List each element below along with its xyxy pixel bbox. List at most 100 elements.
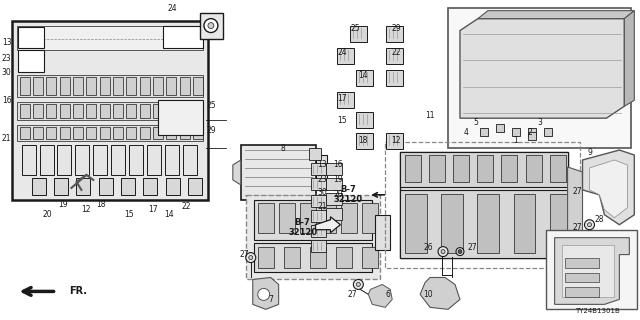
Bar xyxy=(31,178,45,195)
Bar xyxy=(100,104,109,118)
Bar xyxy=(308,148,321,160)
Bar xyxy=(99,178,113,195)
Bar xyxy=(278,203,294,233)
Bar xyxy=(86,77,96,95)
Bar xyxy=(140,77,150,95)
Text: 10: 10 xyxy=(423,290,433,299)
Bar xyxy=(387,70,403,86)
Bar xyxy=(20,77,29,95)
Bar xyxy=(126,104,136,118)
Text: 15: 15 xyxy=(338,116,348,125)
Bar xyxy=(528,128,536,136)
Bar xyxy=(400,152,568,258)
Bar xyxy=(326,163,342,175)
Bar xyxy=(284,247,300,268)
Text: 24: 24 xyxy=(338,48,348,57)
Bar xyxy=(113,77,123,95)
Circle shape xyxy=(249,256,253,260)
Bar xyxy=(337,92,355,108)
Text: 27: 27 xyxy=(348,290,357,299)
Circle shape xyxy=(584,220,595,230)
Text: 13: 13 xyxy=(317,160,327,170)
Bar xyxy=(73,127,83,139)
Bar xyxy=(147,145,161,175)
Text: 32120: 32120 xyxy=(334,195,363,204)
Bar xyxy=(310,178,326,190)
Bar xyxy=(46,127,56,139)
Text: 27: 27 xyxy=(573,223,582,232)
Circle shape xyxy=(204,19,218,33)
Text: 26: 26 xyxy=(423,243,433,252)
Bar xyxy=(310,163,326,175)
Bar xyxy=(188,178,202,195)
Bar xyxy=(54,178,68,195)
Bar xyxy=(166,77,176,95)
Bar xyxy=(387,133,403,149)
Bar xyxy=(86,127,96,139)
Text: 29: 29 xyxy=(206,126,216,135)
Bar xyxy=(550,155,566,182)
Bar xyxy=(12,20,208,200)
Text: B-7: B-7 xyxy=(294,218,310,227)
Bar xyxy=(113,127,123,139)
Text: 30: 30 xyxy=(2,68,12,77)
Bar xyxy=(153,104,163,118)
Text: 12: 12 xyxy=(392,136,401,145)
Bar xyxy=(60,77,70,95)
Bar xyxy=(33,127,43,139)
Bar xyxy=(33,104,43,118)
Bar xyxy=(20,104,29,118)
Text: TY24B1301B: TY24B1301B xyxy=(575,308,620,314)
Bar xyxy=(550,194,572,252)
Bar xyxy=(448,8,631,148)
Bar xyxy=(180,104,189,118)
Bar xyxy=(564,287,600,297)
Text: 2: 2 xyxy=(527,128,532,137)
Bar xyxy=(453,155,469,182)
Bar xyxy=(126,127,136,139)
Bar xyxy=(310,195,326,207)
Circle shape xyxy=(353,279,364,289)
Circle shape xyxy=(458,250,462,253)
Text: 19: 19 xyxy=(59,200,68,209)
Bar xyxy=(253,200,372,240)
Bar xyxy=(310,225,326,237)
Bar xyxy=(429,155,445,182)
Bar xyxy=(22,145,36,175)
Text: 19: 19 xyxy=(333,175,343,184)
Polygon shape xyxy=(589,160,627,218)
Text: 23: 23 xyxy=(317,175,327,184)
Bar xyxy=(405,155,421,182)
Bar xyxy=(356,112,373,128)
Bar xyxy=(129,145,143,175)
Bar xyxy=(60,127,70,139)
Bar xyxy=(258,247,274,268)
Bar xyxy=(400,152,568,187)
Bar xyxy=(356,133,373,149)
Bar xyxy=(400,190,568,258)
Bar xyxy=(163,26,203,49)
Bar xyxy=(326,193,342,205)
Bar xyxy=(18,51,44,72)
Circle shape xyxy=(456,248,464,256)
Bar xyxy=(564,273,600,283)
Text: 4: 4 xyxy=(463,128,468,137)
Text: 22: 22 xyxy=(392,48,401,57)
Bar xyxy=(258,203,274,233)
Bar xyxy=(143,178,157,195)
Text: 17: 17 xyxy=(338,94,348,103)
Text: 24: 24 xyxy=(167,4,177,13)
Bar xyxy=(341,203,357,233)
Bar xyxy=(316,155,328,190)
Polygon shape xyxy=(420,277,460,309)
Text: 11: 11 xyxy=(426,111,435,120)
Polygon shape xyxy=(253,277,278,309)
Bar xyxy=(58,145,72,175)
Text: 27: 27 xyxy=(573,188,582,196)
Text: 23: 23 xyxy=(2,54,12,63)
Text: 29: 29 xyxy=(392,24,401,33)
Bar xyxy=(73,77,83,95)
Bar xyxy=(246,195,380,279)
Text: 25: 25 xyxy=(206,101,216,110)
Bar xyxy=(183,145,197,175)
